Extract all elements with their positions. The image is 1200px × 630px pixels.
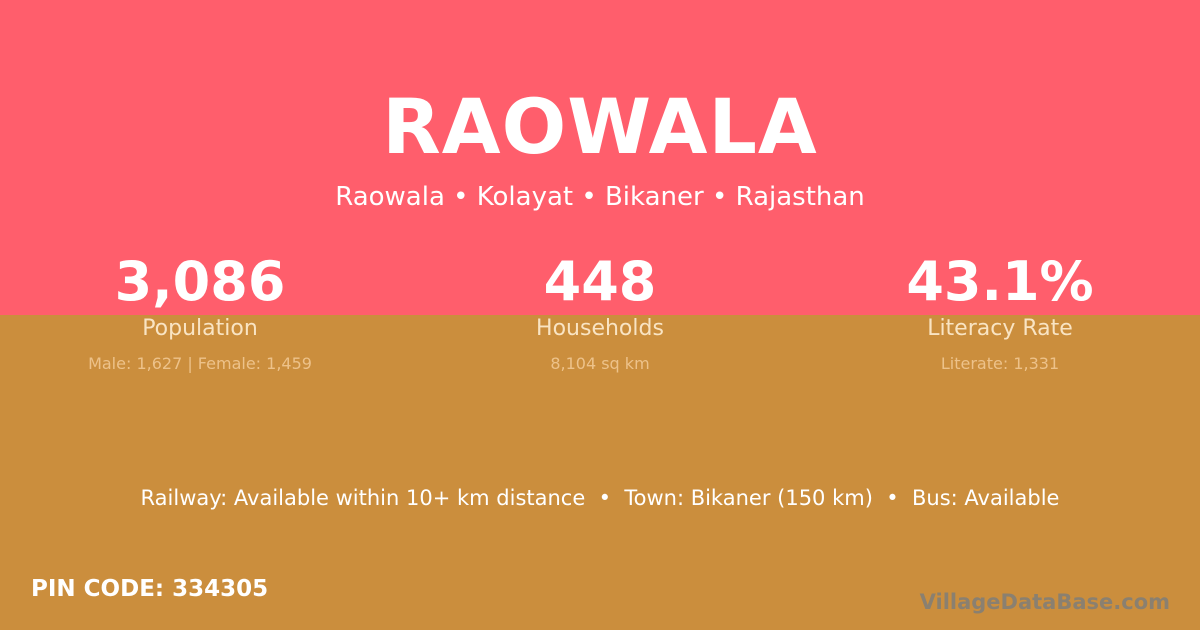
households-value: 448 bbox=[543, 250, 657, 313]
breadcrumb: Raowala • Kolayat • Bikaner • Rajasthan bbox=[335, 182, 865, 212]
connectivity-info: Railway: Available within 10+ km distanc… bbox=[140, 486, 1060, 510]
site-logo: VillageDataBase.com bbox=[919, 590, 1170, 614]
literacy-detail: Literate: 1,331 bbox=[940, 354, 1060, 373]
pin-code: PIN CODE: 334305 bbox=[31, 576, 269, 602]
area-detail: 8,104 sq km bbox=[550, 354, 650, 373]
header-band bbox=[0, 0, 1200, 315]
households-label: Households bbox=[536, 316, 664, 341]
page-title: RAOWALA bbox=[382, 82, 818, 171]
population-label: Population bbox=[142, 316, 258, 341]
literacy-label: Literacy Rate bbox=[927, 316, 1073, 341]
population-value: 3,086 bbox=[114, 250, 286, 313]
literacy-value: 43.1% bbox=[906, 250, 1094, 313]
population-detail: Male: 1,627 | Female: 1,459 bbox=[88, 354, 312, 373]
